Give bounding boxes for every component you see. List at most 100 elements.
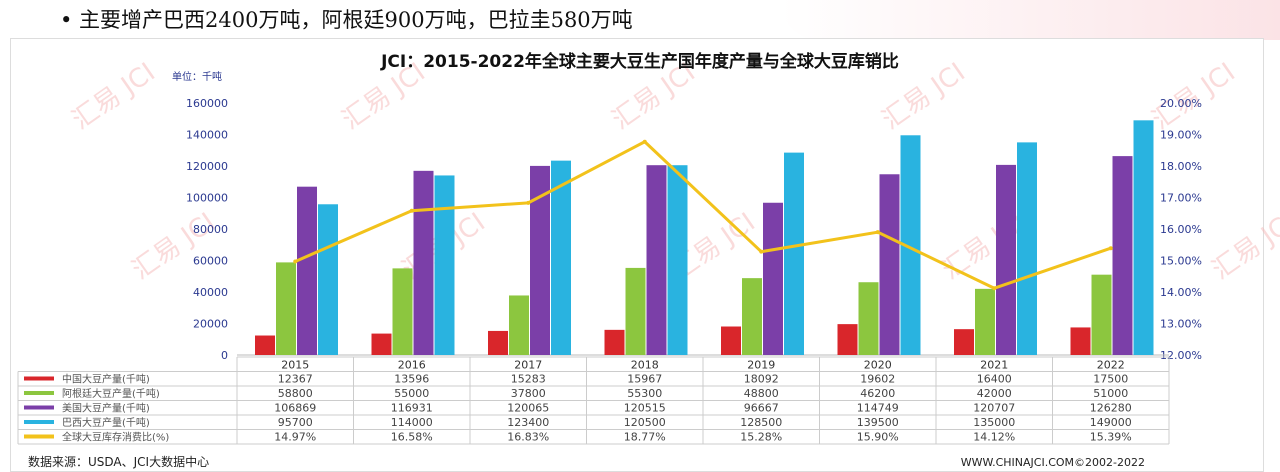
chart-frame	[10, 38, 1264, 472]
bar-3	[667, 165, 688, 355]
x-tick-label: 2018	[631, 359, 659, 372]
y2-tick-label: 15.00%	[1160, 255, 1202, 268]
bar-2	[996, 164, 1016, 355]
bar-2	[1112, 156, 1133, 355]
bar-1	[975, 288, 995, 355]
y2-tick-label: 19.00%	[1160, 129, 1202, 142]
table-cell: 46200	[860, 387, 895, 400]
y2-tick-label: 13.00%	[1160, 318, 1202, 331]
table-cell: 16400	[977, 373, 1012, 386]
bar-3	[318, 204, 338, 355]
y2-tick-label: 18.00%	[1160, 160, 1202, 173]
ratio-point	[526, 200, 531, 205]
x-tick-label: 2019	[747, 359, 775, 372]
y2-tick-label: 12.00%	[1160, 349, 1202, 362]
table-cell: 51000	[1093, 387, 1128, 400]
bar-1	[742, 278, 762, 355]
bar-3	[1133, 120, 1154, 355]
ratio-point	[1108, 246, 1113, 251]
table-cell: 15.39%	[1090, 431, 1132, 444]
legend-label: 巴西大豆产量(千吨)	[62, 416, 150, 429]
bar-1	[625, 267, 646, 355]
y-tick-label: 100000	[186, 192, 228, 205]
table-cell: 12367	[278, 373, 313, 386]
table-cell: 58800	[278, 387, 313, 400]
bar-1	[276, 262, 296, 355]
x-tick-label: 2021	[980, 359, 1008, 372]
legend-swatch	[24, 405, 54, 410]
bar-0	[837, 324, 858, 355]
legend-label: 阿根廷大豆产量(千吨)	[62, 387, 160, 400]
bar-1	[509, 295, 529, 355]
x-tick-label: 2016	[398, 359, 426, 372]
y-tick-label: 140000	[186, 129, 228, 142]
table-cell: 19602	[860, 373, 895, 386]
y-tick-label: 20000	[193, 318, 228, 331]
bar-0	[1070, 327, 1091, 355]
bar-3	[900, 135, 921, 355]
table-cell: 18092	[744, 373, 779, 386]
table-cell: 114000	[391, 416, 433, 429]
y-tick-label: 120000	[186, 160, 228, 173]
bar-2	[879, 174, 900, 355]
chart-title: JCI：2015-2022年全球主要大豆生产国年度产量与全球大豆库销比	[380, 51, 899, 72]
legend-swatch	[24, 391, 54, 395]
y2-tick-label: 14.00%	[1160, 286, 1202, 299]
table-cell: 17500	[1093, 373, 1128, 386]
table-cell: 13596	[394, 373, 429, 386]
bar-3	[551, 160, 571, 355]
ratio-point	[759, 249, 764, 254]
bar-2	[297, 186, 317, 355]
table-cell: 116931	[391, 402, 433, 415]
table-cell: 14.97%	[274, 431, 316, 444]
table-cell: 18.77%	[624, 431, 666, 444]
y2-tick-label: 16.00%	[1160, 223, 1202, 236]
ratio-point	[642, 139, 647, 144]
bar-1	[1091, 274, 1112, 355]
table-cell: 149000	[1090, 416, 1132, 429]
unit-label: 单位：千吨	[172, 70, 222, 83]
table-cell: 120500	[624, 416, 666, 429]
bar-2	[763, 202, 783, 355]
table-cell: 126280	[1090, 402, 1132, 415]
table-cell: 16.58%	[391, 431, 433, 444]
legend-swatch	[24, 434, 54, 439]
table-cell: 139500	[857, 416, 899, 429]
legend-label: 全球大豆库存消费比(%)	[62, 431, 169, 444]
watermark: 汇易 JCI	[1207, 207, 1280, 285]
bar-1	[858, 282, 879, 355]
table-cell: 106869	[274, 402, 316, 415]
table-cell: 114749	[857, 402, 899, 415]
table-cell: 120707	[973, 402, 1015, 415]
table-cell: 55300	[627, 387, 662, 400]
bar-2	[413, 170, 434, 355]
table-cell: 123400	[507, 416, 549, 429]
table-cell: 15.28%	[740, 431, 782, 444]
table-cell: 95700	[278, 416, 313, 429]
bullet-text: • 主要增产巴西2400万吨，阿根廷900万吨，巴拉圭580万吨	[60, 8, 633, 32]
watermark: 汇易 JCI	[127, 207, 221, 285]
table-cell: 96667	[744, 402, 779, 415]
ratio-line	[294, 139, 1112, 290]
decorative-banner	[780, 0, 1280, 40]
y-tick-label: 160000	[186, 97, 228, 110]
x-tick-label: 2015	[281, 359, 309, 372]
bar-1	[392, 268, 413, 355]
ratio-point	[992, 286, 997, 291]
bar-3	[784, 152, 804, 355]
table-cell: 120065	[507, 402, 549, 415]
bar-0	[604, 329, 625, 355]
legend-swatch	[24, 420, 54, 424]
table-cell: 48800	[744, 387, 779, 400]
y2-tick-label: 20.00%	[1160, 97, 1202, 110]
ratio-point	[875, 230, 880, 235]
table-cell: 128500	[740, 416, 782, 429]
y2-tick-label: 17.00%	[1160, 192, 1202, 205]
bar-3	[1017, 142, 1037, 355]
bar-2	[646, 165, 667, 355]
bar-0	[488, 330, 508, 355]
x-tick-label: 2017	[514, 359, 542, 372]
ratio-point	[293, 259, 298, 264]
table-cell: 14.12%	[973, 431, 1015, 444]
bar-2	[530, 165, 550, 355]
